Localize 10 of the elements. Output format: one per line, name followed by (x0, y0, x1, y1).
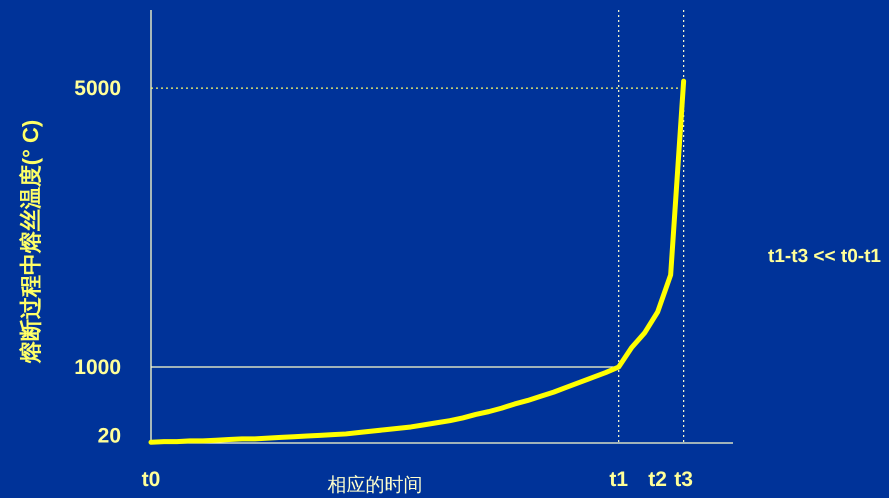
text: t1-t3 << t0-t1 (768, 246, 882, 267)
y-axis-title: 熔断过程中熔丝温度(° C) (18, 120, 43, 364)
y-tick-label: 5000 (74, 77, 121, 100)
x-axis-title: 相应的时间 (328, 474, 422, 496)
x-tick-label: t3 (674, 468, 693, 491)
x-tick-label: t1 (609, 468, 628, 491)
y-tick-label: 1000 (74, 356, 121, 379)
x-tick-label: t0 (142, 468, 160, 491)
x-tick-label: t2 (648, 468, 667, 491)
y-tick-label: 20 (98, 424, 121, 448)
